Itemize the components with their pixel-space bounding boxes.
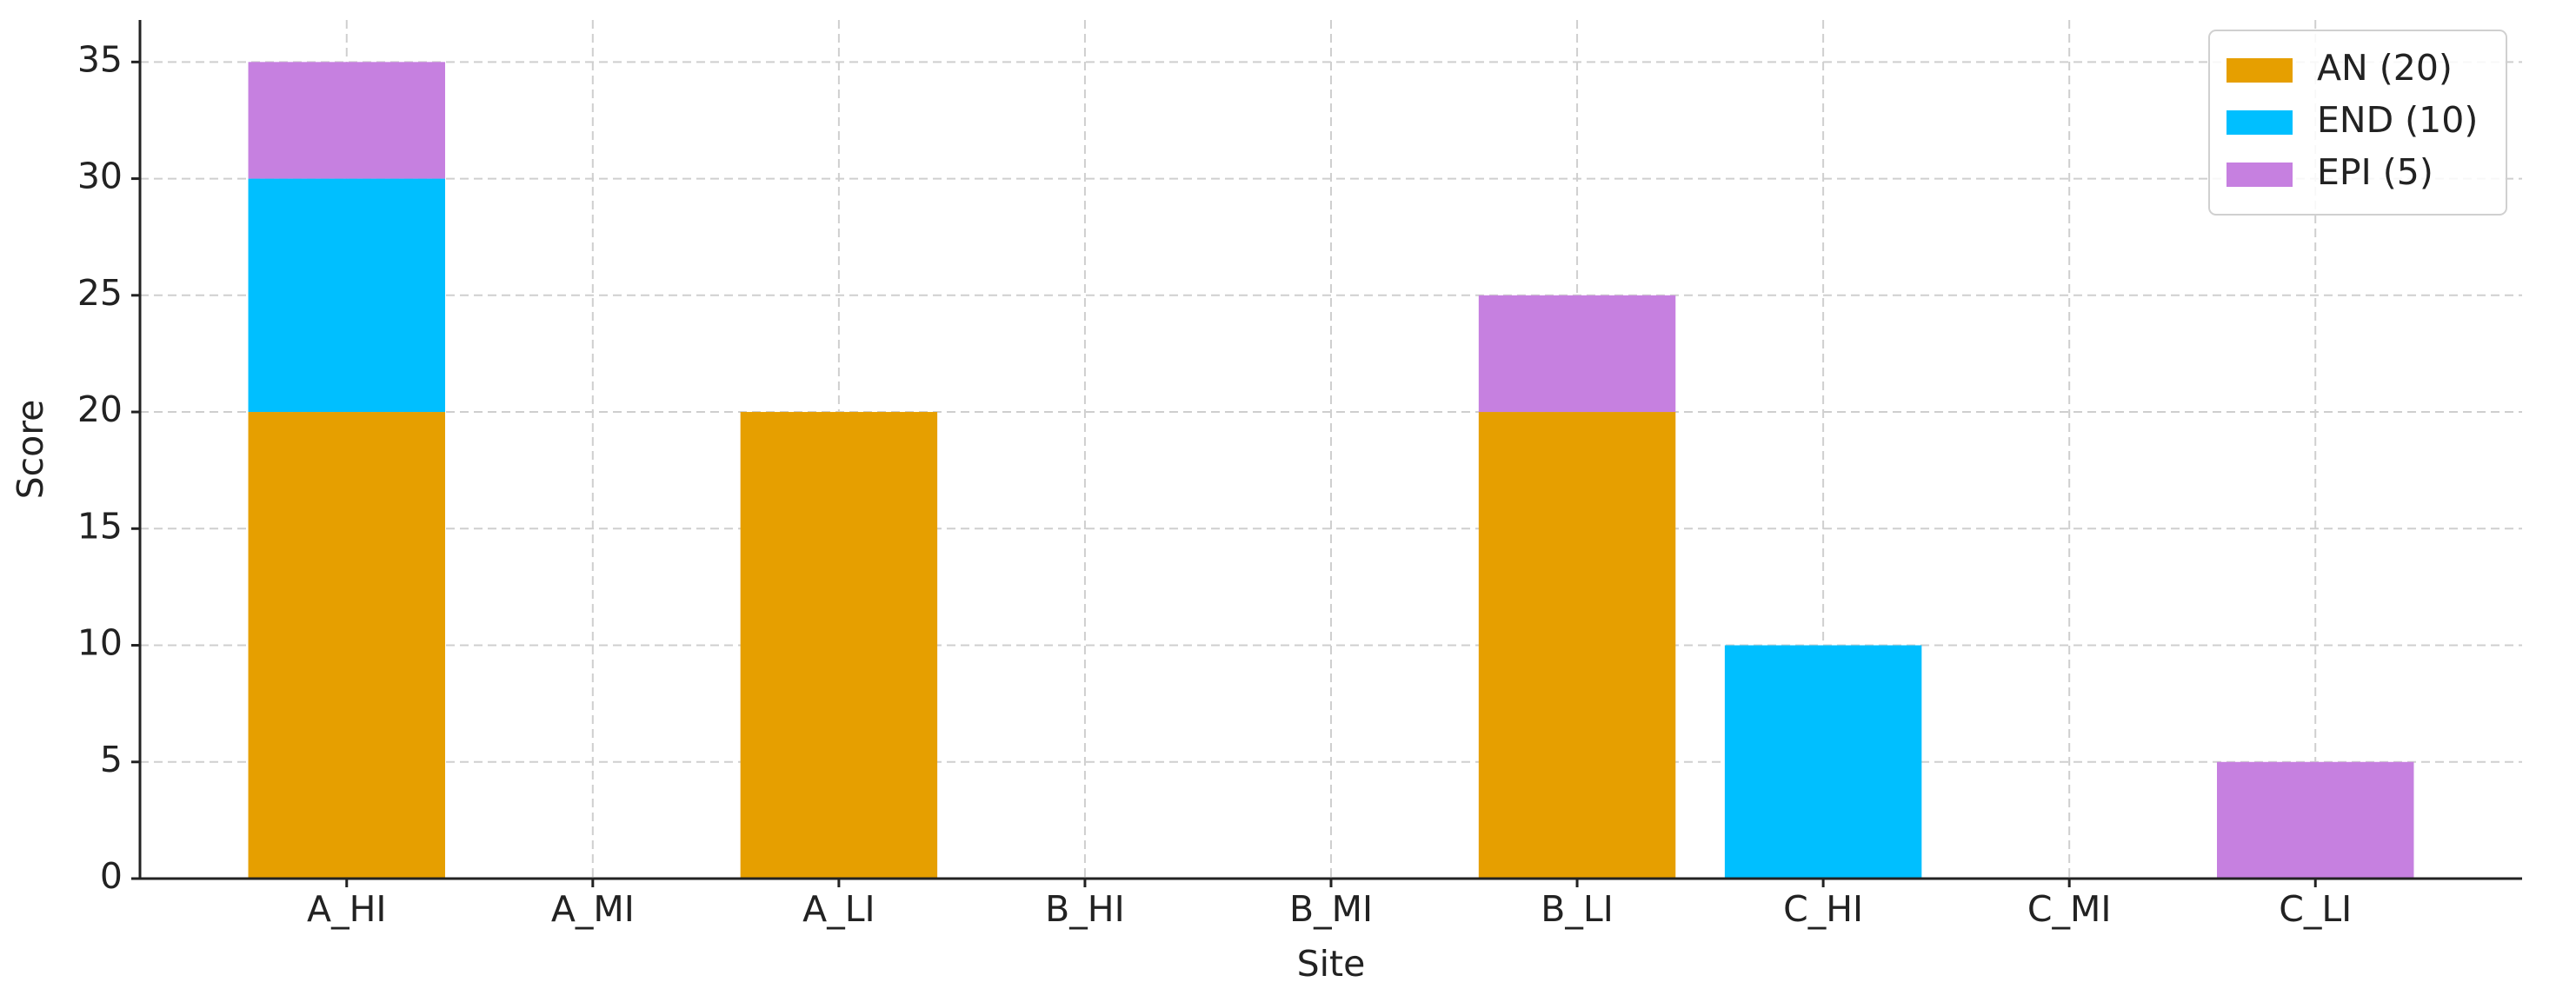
legend-label: EPI (5) <box>2317 151 2433 193</box>
bar-segment <box>740 412 938 879</box>
y-tick-label: 35 <box>77 38 123 80</box>
bar-segment <box>1724 645 1922 879</box>
legend-swatch <box>2227 163 2293 187</box>
x-tick-label: B_LI <box>1541 888 1614 930</box>
y-tick-label: 20 <box>77 388 123 430</box>
legend-swatch <box>2227 58 2293 83</box>
x-tick-label: C_HI <box>1783 888 1863 930</box>
x-axis-label: Site <box>1297 943 1366 985</box>
bar-segment <box>1478 295 1676 413</box>
legend-label: AN (20) <box>2317 47 2453 89</box>
x-tick-label: B_MI <box>1289 888 1373 930</box>
x-tick-label: A_LI <box>802 888 875 930</box>
x-tick-label: B_HI <box>1045 888 1125 930</box>
bar-segment <box>248 178 445 413</box>
legend-label: END (10) <box>2317 99 2478 141</box>
legend-swatch <box>2227 110 2293 135</box>
y-tick-label: 25 <box>77 272 123 314</box>
y-tick-label: 15 <box>77 505 123 547</box>
legend: AN (20) END (10) EPI (5) <box>2208 30 2507 216</box>
y-tick-label: 0 <box>100 855 123 897</box>
x-tick-label: A_HI <box>307 888 386 930</box>
bar-segment <box>2217 761 2414 879</box>
y-tick-label: 30 <box>77 156 123 197</box>
x-tick-label: A_MI <box>551 888 635 930</box>
grid <box>140 20 2522 879</box>
y-tick-label: 10 <box>77 622 123 664</box>
bar-segment <box>248 62 445 179</box>
bar-segment <box>248 412 445 879</box>
y-axis-label: Score <box>10 400 51 500</box>
x-tick-label: C_LI <box>2279 888 2352 930</box>
bars <box>248 62 2414 879</box>
x-tick-label: C_MI <box>2027 888 2112 930</box>
bar-segment <box>1478 412 1676 879</box>
y-tick-label: 5 <box>100 739 123 780</box>
